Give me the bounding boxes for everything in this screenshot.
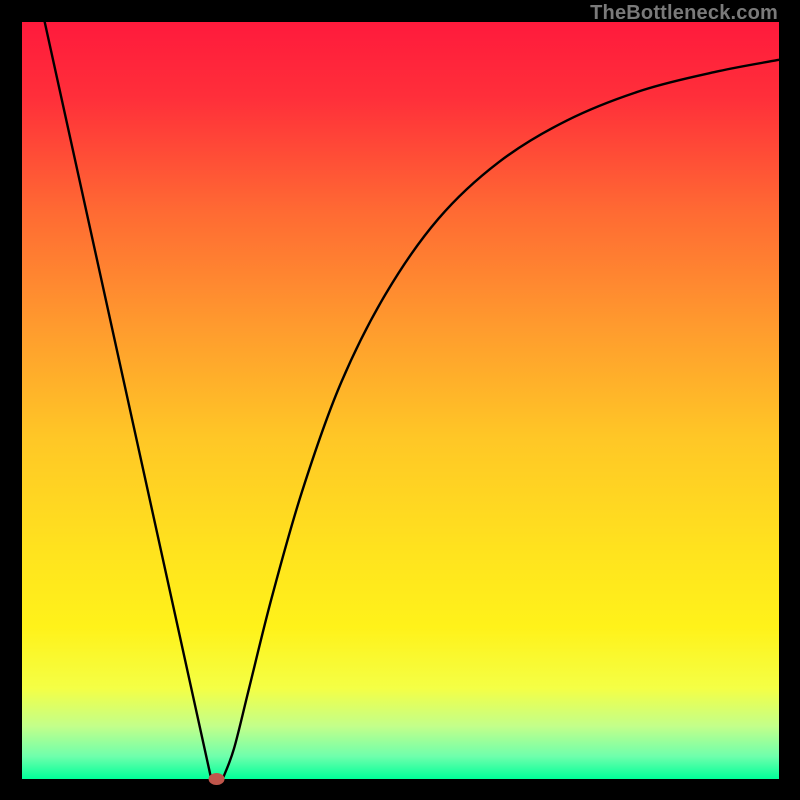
plot-background bbox=[22, 22, 779, 779]
chart-frame: TheBottleneck.com bbox=[0, 0, 800, 800]
optimum-marker bbox=[209, 773, 225, 785]
chart-plot bbox=[0, 0, 800, 800]
